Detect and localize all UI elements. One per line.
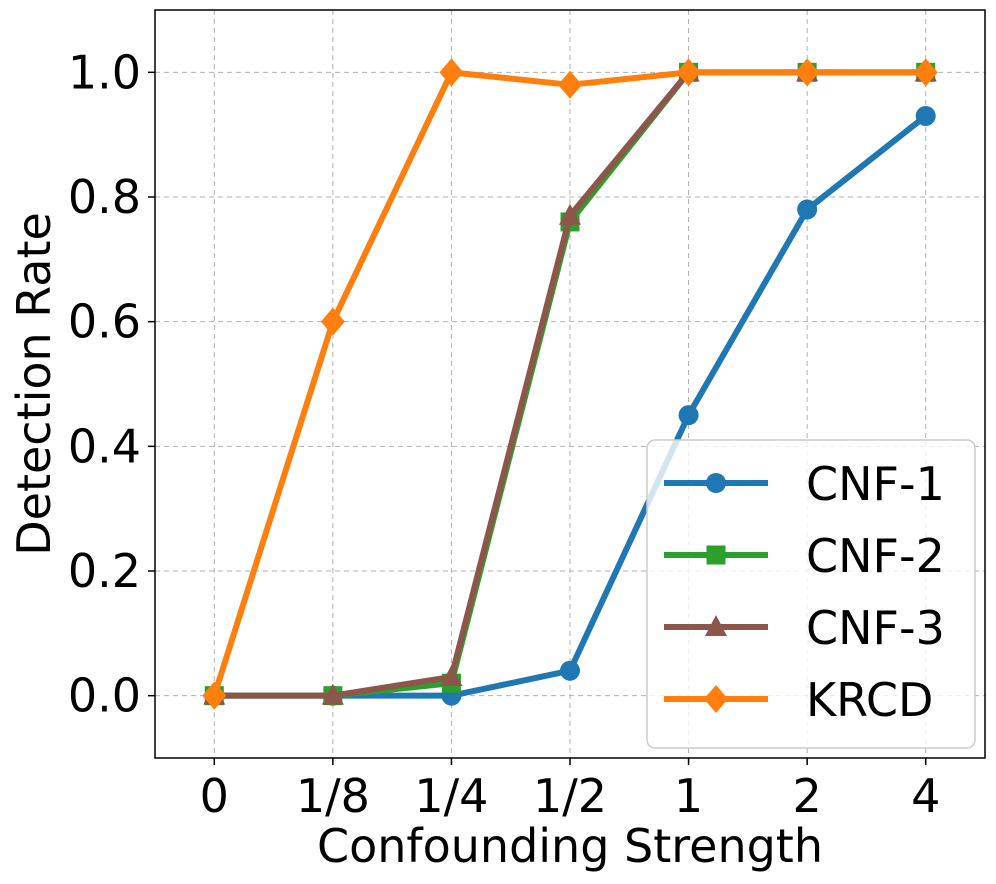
x-tick-label: 1/4	[414, 769, 488, 823]
data-point-cnf-3	[321, 683, 344, 705]
series-krcd	[202, 58, 938, 710]
data-point-krcd	[676, 58, 701, 87]
legend-label-cnf-2: CNF-2	[806, 529, 945, 583]
data-point-krcd	[795, 58, 820, 87]
data-point-cnf-1	[560, 660, 580, 681]
data-point-cnf-1	[678, 405, 699, 426]
x-tick-label: 2	[793, 769, 822, 823]
tick-layer: 0 1/8 1/4 1/2 1 2 4 0.0 0.2 0.4 0.6 0.8 1.0	[68, 45, 941, 823]
legend-box	[646, 439, 976, 749]
legend-label-cnf-3: CNF-3	[806, 601, 945, 655]
x-axis-label: Confounding Strength	[317, 819, 823, 873]
y-tick-label: 0.0	[68, 669, 141, 723]
x-tick-label: 4	[911, 769, 940, 823]
data-point-krcd	[320, 307, 345, 336]
data-point-krcd	[439, 58, 464, 87]
legend-marker-cnf-3	[705, 615, 727, 636]
data-point-cnf-1	[797, 199, 818, 220]
data-point-krcd	[558, 70, 582, 99]
data-point-krcd	[913, 58, 938, 87]
x-tick-label: 1	[674, 769, 703, 823]
legend-label-krcd: KRCD	[806, 673, 933, 727]
x-tick-label: 1/2	[533, 769, 607, 823]
legend-marker-cnf-1	[706, 473, 726, 493]
y-axis-label: Detection Rate	[7, 212, 61, 556]
legend-marker-krcd	[704, 685, 728, 713]
x-tick-label: 1/8	[296, 769, 370, 823]
y-tick-label: 0.6	[68, 295, 141, 349]
data-point-cnf-3	[559, 203, 581, 225]
x-tick-label: 0	[200, 769, 229, 823]
legend-marker-cnf-2	[706, 545, 726, 565]
series-layer	[202, 58, 938, 710]
y-tick-label: 1.0	[68, 45, 141, 99]
legend: CNF-1 CNF-2 CNF-3 KRCD	[646, 439, 976, 749]
y-tick-label: 0.4	[68, 419, 141, 473]
data-point-cnf-3	[440, 664, 463, 686]
y-tick-label: 0.2	[68, 544, 141, 598]
data-point-krcd	[202, 681, 227, 710]
data-point-cnf-1	[915, 105, 936, 126]
legend-label-cnf-1: CNF-1	[806, 457, 945, 511]
y-tick-label: 0.8	[68, 170, 141, 224]
